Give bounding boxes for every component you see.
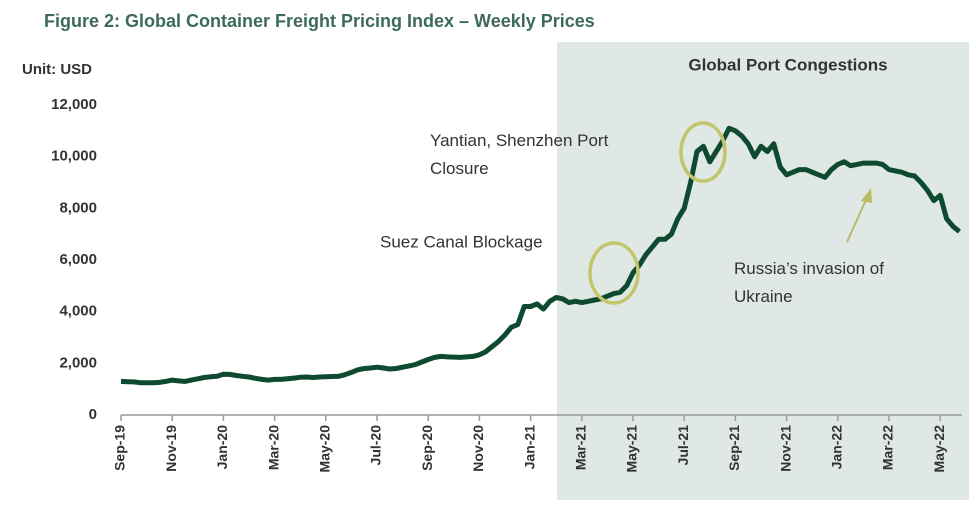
shade-label: Global Port Congestions: [688, 55, 887, 74]
x-tick-label: Nov-21: [777, 425, 793, 472]
x-tick-label: Mar-20: [265, 425, 281, 470]
arrow-head: [861, 188, 872, 203]
x-tick-label: Mar-22: [880, 425, 896, 470]
y-tick-label: 6,000: [59, 251, 97, 268]
line-series: [120, 125, 961, 386]
annotations: Yantian, Shenzhen Port Closure Suez Canal…: [380, 131, 884, 306]
x-tick-label: Sep-20: [419, 425, 435, 471]
annotation: Suez Canal Blockage: [380, 232, 543, 251]
highlight-circle: [679, 121, 727, 183]
y-tick-label: 2,000: [59, 354, 97, 371]
y-tick-label: 12,000: [51, 96, 97, 113]
x-tick-label: Jul-20: [368, 425, 384, 466]
shaded-region: [557, 42, 969, 500]
x-tick-label: Jan-22: [829, 425, 845, 470]
x-tick-label: Jan-20: [214, 425, 230, 470]
x-tick-label: Mar-21: [573, 425, 589, 470]
y-axis-label: Unit: USD: [22, 61, 92, 78]
annotation: Yantian, Shenzhen Port Closure: [430, 131, 609, 178]
annotation: Russia’s invasion of Ukraine: [734, 259, 884, 306]
x-tick-label: Nov-19: [163, 425, 179, 472]
x-tick-label: Jan-21: [521, 425, 537, 470]
x-tick-label: May-21: [624, 425, 640, 473]
chart-title: Figure 2: Global Container Freight Prici…: [44, 11, 595, 31]
x-tick-label: May-20: [317, 425, 333, 473]
y-tick-label: 0: [89, 406, 97, 423]
highlight-circle: [588, 241, 640, 305]
y-tick-label: 4,000: [59, 303, 97, 320]
x-tick-label: Sep-19: [112, 425, 128, 471]
x-tick-label: Sep-21: [726, 425, 742, 471]
x-tick-label: Jul-21: [675, 425, 691, 466]
x-tick-label: May-22: [931, 425, 947, 473]
x-tick-label: Nov-20: [470, 425, 486, 472]
y-tick-label: 10,000: [51, 148, 97, 165]
arrow: [846, 199, 867, 243]
y-tick-label: 8,000: [59, 199, 97, 216]
